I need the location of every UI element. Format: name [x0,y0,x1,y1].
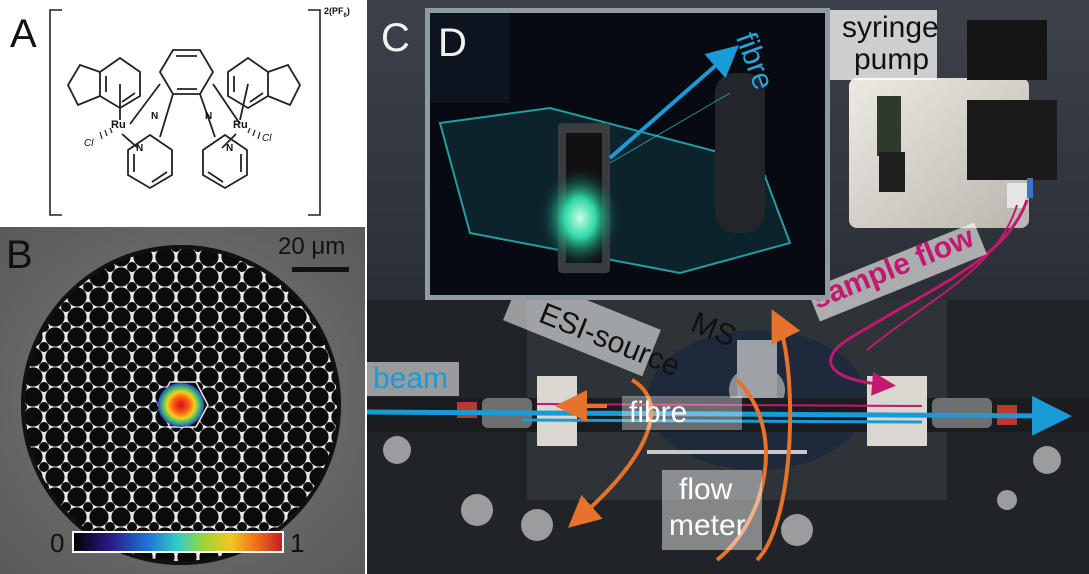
fibre-label: fibre [629,396,688,429]
panel-d-letter: D [438,21,467,65]
flow-label: flow [679,473,733,506]
n-label-4: N [226,143,234,154]
n-label-1: N [151,111,159,122]
scale-bar-label: 20 μm [278,233,346,260]
inset-photo [430,13,825,295]
pump-label: pump [854,43,930,76]
panel-c-letter: C [381,16,410,60]
panel-b-letter: B [6,233,33,277]
syringe-label: syringe [842,11,939,44]
n-label-2: N [205,111,213,122]
counter-ion: 2(PF6) [324,6,350,19]
meter-label: meter [669,509,746,542]
cl-label-left: Cl [84,138,94,149]
panel-d-inset-photo: D fibre [425,8,830,300]
beam-label: beam [373,362,449,395]
ru-label-left: Ru [111,119,126,131]
fibre-cross-section [0,227,365,574]
colorbar-max-label: 1 [290,528,305,558]
cl-label-right: Cl [262,133,272,144]
panel-b-fibre-image: B 20 μm 0 1 [0,227,365,574]
panel-a-structure: A [0,0,365,225]
n-label-3: N [136,143,144,154]
colorbar-min-label: 0 [50,528,65,558]
panel-a-letter: A [10,12,37,56]
molecule-structure [49,9,321,216]
ru-label-right: Ru [233,119,248,131]
